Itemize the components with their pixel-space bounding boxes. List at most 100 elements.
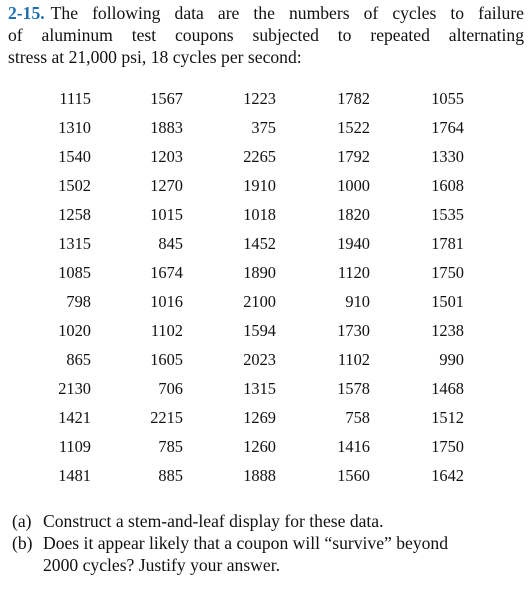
table-row: 1421 2215 1269 758 1512 (0, 407, 530, 436)
table-cell: 1502 (58, 176, 91, 195)
table-cell: 1260 (243, 437, 276, 456)
table-cell: 1750 (431, 437, 464, 456)
table-cell: 1020 (58, 321, 91, 340)
table-cell: 1501 (431, 292, 464, 311)
problem-intro: of aluminum test coupons subjected to re… (8, 24, 524, 68)
problem-intro-line-3: stress at 21,000 psi, 18 cycles per seco… (8, 47, 302, 67)
table-cell: 1115 (59, 89, 91, 108)
question-a: (a) Construct a stem-and-leaf display fo… (12, 510, 524, 532)
table-cell: 1016 (150, 292, 183, 311)
table-row: 1258 1015 1018 1820 1535 (0, 204, 530, 233)
table-cell: 1258 (58, 205, 91, 224)
table-cell: 1102 (337, 350, 370, 369)
question-b-label: (b) (12, 533, 33, 553)
table-cell: 1055 (431, 89, 464, 108)
table-cell: 1820 (337, 205, 370, 224)
table-cell: 1764 (431, 118, 464, 137)
table-row: 798 1016 2100 910 1501 (0, 291, 530, 320)
table-row: 2130 706 1315 1578 1468 (0, 378, 530, 407)
table-cell: 758 (345, 408, 370, 427)
table-cell: 1481 (58, 466, 91, 485)
question-a-label: (a) (12, 511, 32, 531)
table-cell: 1578 (337, 379, 370, 398)
table-cell: 1910 (243, 176, 276, 195)
table-row: 1502 1270 1910 1000 1608 (0, 175, 530, 204)
table-row: 1115 1567 1223 1782 1055 (0, 88, 530, 117)
table-cell: 865 (66, 350, 91, 369)
table-cell: 1310 (58, 118, 91, 137)
table-cell: 1750 (431, 263, 464, 282)
table-cell: 1883 (150, 118, 183, 137)
table-cell: 1015 (150, 205, 183, 224)
problem-header: 2-15. The following data are the numbers … (8, 2, 524, 24)
table-cell: 1605 (150, 350, 183, 369)
table-cell: 1018 (243, 205, 276, 224)
table-cell: 1594 (243, 321, 276, 340)
table-cell: 1888 (243, 466, 276, 485)
table-cell: 1642 (431, 466, 464, 485)
table-cell: 1270 (150, 176, 183, 195)
table-cell: 785 (158, 437, 183, 456)
table-row: 1085 1674 1890 1120 1750 (0, 262, 530, 291)
question-a-text: Construct a stem-and-leaf display for th… (43, 511, 384, 531)
question-b: (b) Does it appear likely that a coupon … (12, 532, 524, 576)
table-cell: 1421 (58, 408, 91, 427)
table-cell: 1000 (337, 176, 370, 195)
table-cell: 910 (345, 292, 370, 311)
table-cell: 1102 (150, 321, 183, 340)
table-row: 1315 845 1452 1940 1781 (0, 233, 530, 262)
table-cell: 1416 (337, 437, 370, 456)
table-cell: 990 (439, 350, 464, 369)
table-cell: 1535 (431, 205, 464, 224)
table-cell: 2100 (243, 292, 276, 311)
table-cell: 2215 (150, 408, 183, 427)
table-cell: 1223 (243, 89, 276, 108)
problem-intro-line-1: The following data are the numbers of cy… (50, 3, 524, 23)
table-cell: 1315 (58, 234, 91, 253)
table-cell: 706 (158, 379, 183, 398)
table-row: 865 1605 2023 1102 990 (0, 349, 530, 378)
table-cell: 1120 (337, 263, 370, 282)
problem-intro-line-2: of aluminum test coupons subjected to re… (8, 25, 524, 45)
table-row: 1540 1203 2265 1792 1330 (0, 146, 530, 175)
table-cell: 1452 (243, 234, 276, 253)
table-cell: 1540 (58, 147, 91, 166)
table-cell: 1781 (431, 234, 464, 253)
table-cell: 1782 (337, 89, 370, 108)
table-cell: 1608 (431, 176, 464, 195)
data-table: 1115 1567 1223 1782 1055 1310 1883 375 1522 1764 1… (0, 88, 530, 494)
table-cell: 1567 (150, 89, 183, 108)
table-cell: 1522 (337, 118, 370, 137)
table-cell: 1792 (337, 147, 370, 166)
table-cell: 1330 (431, 147, 464, 166)
table-cell: 2023 (243, 350, 276, 369)
question-b-text-line-1: Does it appear likely that a coupon will… (43, 533, 449, 553)
table-cell: 1512 (431, 408, 464, 427)
table-cell: 2265 (243, 147, 276, 166)
table-cell: 1674 (150, 263, 183, 282)
table-cell: 1203 (150, 147, 183, 166)
table-cell: 2130 (58, 379, 91, 398)
table-cell: 375 (251, 118, 276, 137)
table-cell: 1468 (431, 379, 464, 398)
question-b-text-line-2: 2000 cycles? Justify your answer. (43, 555, 280, 575)
table-row: 1109 785 1260 1416 1750 (0, 436, 530, 465)
table-cell: 885 (158, 466, 183, 485)
table-cell: 845 (158, 234, 183, 253)
question-list: (a) Construct a stem-and-leaf display fo… (12, 510, 524, 576)
table-cell: 1890 (243, 263, 276, 282)
table-cell: 798 (66, 292, 91, 311)
table-cell: 1560 (337, 466, 370, 485)
table-row: 1310 1883 375 1522 1764 (0, 117, 530, 146)
problem-number: 2-15. (8, 3, 45, 23)
table-cell: 1940 (337, 234, 370, 253)
table-cell: 1085 (58, 263, 91, 282)
table-cell: 1315 (243, 379, 276, 398)
table-cell: 1730 (337, 321, 370, 340)
table-row: 1020 1102 1594 1730 1238 (0, 320, 530, 349)
table-row: 1481 885 1888 1560 1642 (0, 465, 530, 494)
table-cell: 1269 (243, 408, 276, 427)
table-cell: 1109 (58, 437, 91, 456)
table-cell: 1238 (431, 321, 464, 340)
